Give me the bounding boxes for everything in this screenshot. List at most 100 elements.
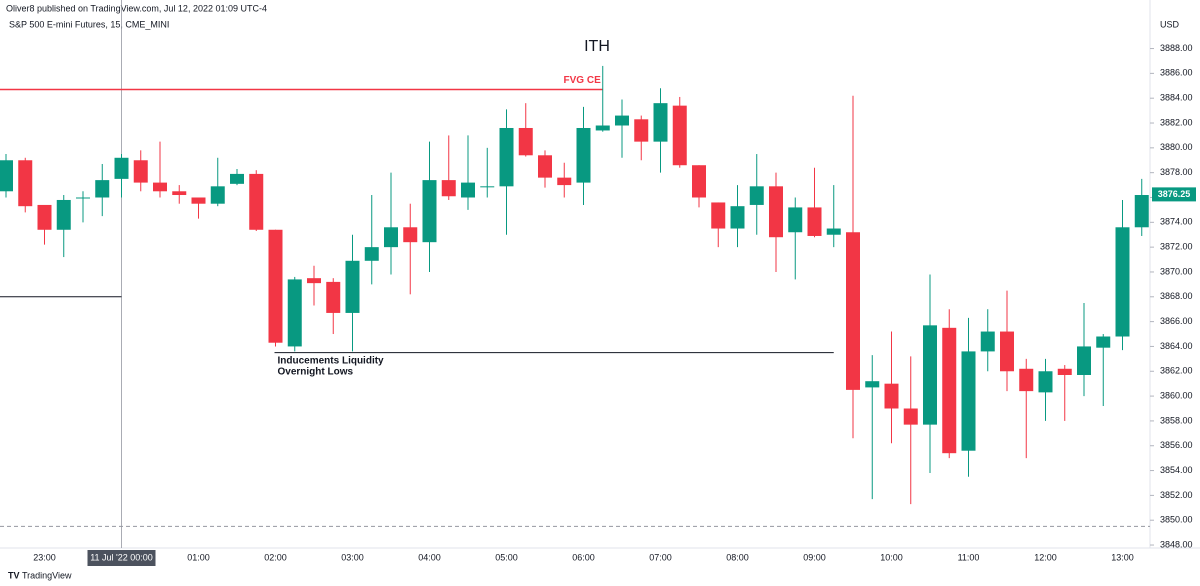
candle-body — [499, 127, 514, 187]
candle-body — [133, 160, 148, 183]
y-tick-label: 3848.00 — [1160, 539, 1193, 549]
candle-body — [653, 103, 668, 142]
x-tick-label: 07:00 — [649, 552, 672, 562]
last-price-bg — [1152, 187, 1196, 202]
candle-body — [191, 197, 206, 204]
candle-body — [230, 173, 244, 184]
header: Oliver8 published on TradingView.com, Ju… — [6, 3, 267, 13]
candle-body — [307, 278, 321, 284]
y-tick-label: 3862.00 — [1160, 366, 1193, 376]
candle-body — [1038, 371, 1053, 393]
y-tick-label: 3864.00 — [1160, 341, 1193, 351]
candle-body — [980, 331, 995, 352]
x-tick-label: 12:00 — [1034, 552, 1057, 562]
candle-body — [249, 173, 264, 230]
candle-body — [1019, 368, 1034, 392]
y-tick-label: 3870.00 — [1160, 266, 1193, 276]
x-tick-label: 13:00 — [1111, 552, 1134, 562]
candle-body — [884, 383, 899, 409]
candle-body — [0, 160, 13, 192]
x-tick-label: 06:00 — [572, 552, 595, 562]
candle-body — [692, 165, 706, 198]
candle-body — [846, 232, 860, 390]
candle-body — [1077, 346, 1091, 375]
candle-body — [326, 281, 341, 313]
candle-body — [56, 199, 71, 230]
candle-body — [1096, 336, 1111, 348]
candle-body — [788, 207, 803, 233]
candle-body — [95, 180, 110, 198]
candle-body — [1000, 331, 1014, 372]
candle-body — [672, 105, 687, 166]
candle-body — [287, 279, 302, 347]
candle-body — [615, 115, 629, 126]
y-tick-label: 3872.00 — [1160, 242, 1193, 252]
x-tick-label: 09:00 — [803, 552, 826, 562]
candle-body — [538, 155, 552, 178]
x-tick-label: 05:00 — [495, 552, 518, 562]
candle-body — [18, 160, 33, 207]
x-tick-label: 08:00 — [726, 552, 749, 562]
candle-body — [576, 127, 591, 183]
candle-body — [807, 207, 822, 236]
y-tick-label: 3850.00 — [1160, 515, 1193, 525]
candle-body — [903, 408, 918, 425]
y-tick-label: 3888.00 — [1160, 43, 1193, 53]
candle-body — [480, 186, 495, 188]
currency: USD — [1160, 19, 1180, 29]
candle-body — [364, 247, 379, 261]
candle-body — [711, 202, 726, 229]
candle-body — [384, 227, 398, 248]
candle-body — [76, 197, 90, 199]
y-tick-label: 3852.00 — [1160, 490, 1193, 500]
level-label: Overnight Lows — [278, 366, 354, 377]
candle-body — [172, 191, 187, 196]
candle-body — [942, 327, 957, 454]
candle-body — [634, 119, 649, 142]
y-tick-label: 3856.00 — [1160, 440, 1193, 450]
x-tick-label: 02:00 — [264, 552, 287, 562]
candle-body — [403, 227, 418, 243]
candle-body — [865, 381, 880, 388]
candle-body — [749, 186, 764, 205]
x-tick-label: 04:00 — [418, 552, 441, 562]
candle-body — [961, 351, 976, 451]
x-tick-label: 01:00 — [187, 552, 210, 562]
y-tick-label: 3858.00 — [1160, 415, 1193, 425]
candle-body — [210, 186, 225, 204]
candle-body — [1057, 368, 1072, 375]
x-tick-label: 03:00 — [341, 552, 364, 562]
y-tick-label: 3880.00 — [1160, 142, 1193, 152]
candle-body — [769, 186, 783, 238]
y-tick-label: 3868.00 — [1160, 291, 1193, 301]
candle-body — [1134, 195, 1149, 228]
y-tick-label: 3866.00 — [1160, 316, 1193, 326]
y-tick-label: 3882.00 — [1160, 117, 1193, 127]
x-tick-label: 11:00 — [958, 552, 980, 562]
y-tick-label: 3874.00 — [1160, 217, 1193, 227]
y-tick-label: 3854.00 — [1160, 465, 1193, 475]
level-label: Inducements Liquidity — [278, 355, 385, 366]
candle-body — [826, 228, 841, 235]
x-tick-label: 10:00 — [880, 552, 903, 562]
subtitle: S&P 500 E-mini Futures, 15, CME_MINI — [9, 19, 169, 29]
candle-body — [595, 125, 610, 131]
candle-body — [730, 206, 745, 229]
footer: TradingView — [22, 570, 72, 580]
level-label: FVG CE — [564, 75, 602, 86]
candle-body — [422, 180, 437, 243]
candle-body — [557, 177, 572, 186]
candle-body — [1115, 227, 1130, 337]
candle-body — [268, 229, 283, 343]
candle-body — [923, 325, 937, 425]
candle-body — [114, 157, 129, 179]
last-price-label: 3876.25 — [1158, 189, 1191, 199]
y-tick-label: 3878.00 — [1160, 167, 1193, 177]
y-tick-label: 3884.00 — [1160, 93, 1193, 103]
y-tick-label: 3886.00 — [1160, 68, 1193, 78]
chart-title: ITH — [584, 38, 610, 55]
crosshair-label-bg — [87, 550, 156, 566]
candle-body — [37, 204, 52, 230]
candle-body — [441, 180, 456, 197]
